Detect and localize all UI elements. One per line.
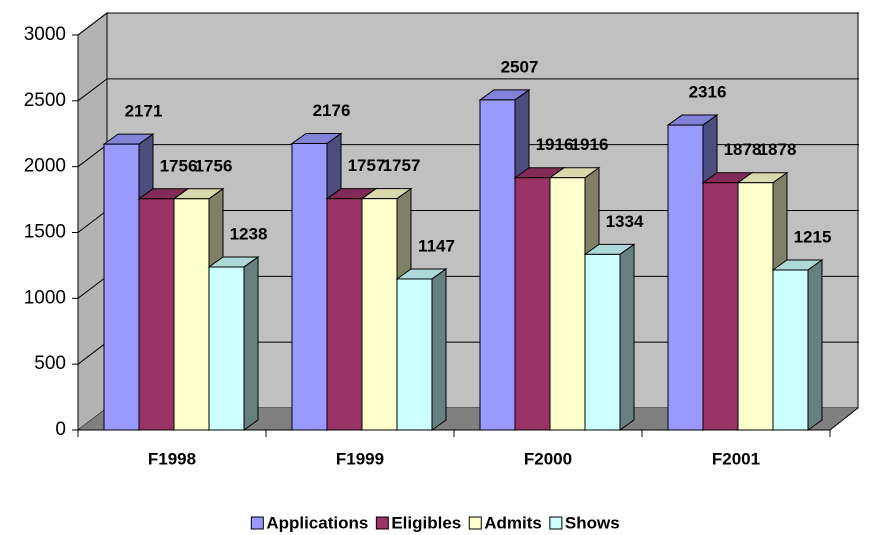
legend-swatch bbox=[468, 516, 482, 530]
bar-side bbox=[243, 256, 259, 431]
floor-edge bbox=[829, 407, 859, 431]
bar bbox=[138, 198, 175, 431]
data-label: 1878 bbox=[759, 140, 797, 159]
bar-side bbox=[431, 268, 447, 431]
y-tick-label: 1000 bbox=[24, 287, 66, 308]
legend-swatch bbox=[375, 516, 389, 530]
data-label: 1878 bbox=[724, 140, 762, 159]
bar bbox=[584, 253, 621, 431]
bar bbox=[291, 142, 328, 431]
data-label: 1147 bbox=[418, 236, 455, 255]
legend-label: Eligibles bbox=[391, 513, 461, 532]
data-label: 1334 bbox=[606, 212, 644, 231]
bar bbox=[737, 182, 774, 431]
data-label: 2176 bbox=[313, 101, 351, 120]
data-label: 1757 bbox=[348, 156, 386, 175]
data-label: 1916 bbox=[536, 135, 574, 154]
y-tick-label: 3000 bbox=[24, 24, 66, 45]
bar bbox=[479, 99, 516, 431]
y-tick-label: 500 bbox=[34, 353, 66, 374]
y-tick-label: 2500 bbox=[24, 90, 66, 111]
data-label: 1756 bbox=[160, 156, 198, 175]
legend-label: Admits bbox=[484, 513, 542, 532]
data-label: 2507 bbox=[501, 57, 539, 76]
data-label: 1238 bbox=[230, 224, 268, 243]
data-label: 2171 bbox=[125, 102, 163, 121]
bar bbox=[667, 124, 704, 431]
bar bbox=[549, 177, 586, 431]
bar-side bbox=[619, 243, 635, 431]
bar bbox=[702, 182, 739, 431]
legend-label: Applications bbox=[266, 513, 368, 532]
y-tick-label: 1500 bbox=[24, 222, 66, 243]
legend-swatch bbox=[549, 516, 563, 530]
y-tick-label: 2000 bbox=[24, 156, 66, 177]
legend-swatch bbox=[250, 516, 264, 530]
bar bbox=[396, 278, 433, 431]
data-label: 1215 bbox=[794, 228, 832, 247]
bar bbox=[326, 198, 363, 431]
data-label: 1757 bbox=[383, 156, 421, 175]
y-tick-label: 0 bbox=[55, 419, 66, 440]
bars bbox=[102, 88, 824, 431]
data-label: 1916 bbox=[571, 135, 609, 154]
bar bbox=[173, 198, 210, 431]
bar bbox=[208, 266, 245, 431]
data-label: 2316 bbox=[689, 83, 727, 102]
bar-side bbox=[807, 259, 823, 431]
x-tick-label: F1999 bbox=[336, 449, 384, 468]
grid-line bbox=[77, 78, 859, 102]
floor bbox=[78, 408, 858, 430]
bar bbox=[361, 198, 398, 431]
bar bbox=[103, 143, 140, 431]
grid-line bbox=[77, 12, 859, 36]
x-tick-label: F2000 bbox=[524, 449, 572, 468]
legend: Applications Eligibles Admits Shows bbox=[250, 513, 620, 532]
x-tick-label: F2001 bbox=[712, 449, 760, 468]
bar bbox=[514, 177, 551, 431]
x-tick-label: F1998 bbox=[148, 449, 196, 468]
bar bbox=[772, 269, 809, 431]
data-label: 1756 bbox=[195, 156, 233, 175]
legend-label: Shows bbox=[565, 513, 620, 532]
